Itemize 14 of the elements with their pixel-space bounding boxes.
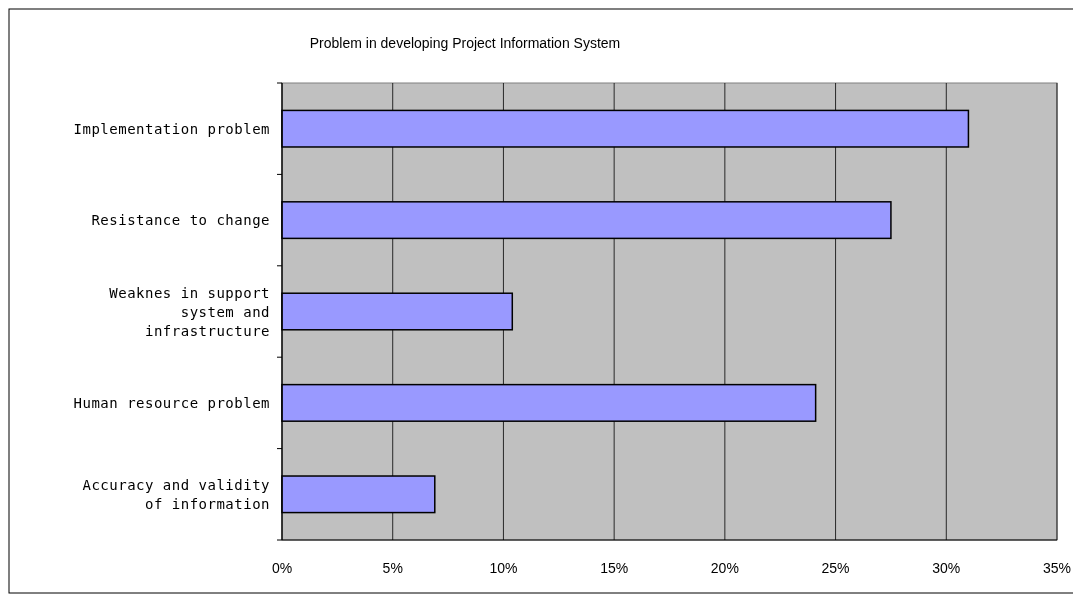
- x-tick-label: 5%: [382, 560, 403, 576]
- x-tick-label: 30%: [932, 560, 961, 576]
- x-tick-label: 15%: [600, 560, 629, 576]
- y-tick-label: Weaknes in support system and infrastructure: [109, 284, 270, 339]
- x-tick-label: 0%: [271, 560, 293, 576]
- y-tick-label: Human resource problem: [73, 394, 270, 411]
- x-tick-label: 35%: [1042, 560, 1072, 576]
- y-tick-label: Resistance to change: [91, 212, 270, 229]
- chart-title: Problem in developing Project Information System: [309, 35, 621, 51]
- x-tick-label: 20%: [710, 560, 739, 576]
- y-tick-label: Implementation problem: [73, 120, 270, 137]
- x-tick-label: 25%: [821, 560, 850, 576]
- x-tick-label: 10%: [489, 560, 518, 576]
- y-tick-label: Accuracy and validity of information: [82, 476, 270, 512]
